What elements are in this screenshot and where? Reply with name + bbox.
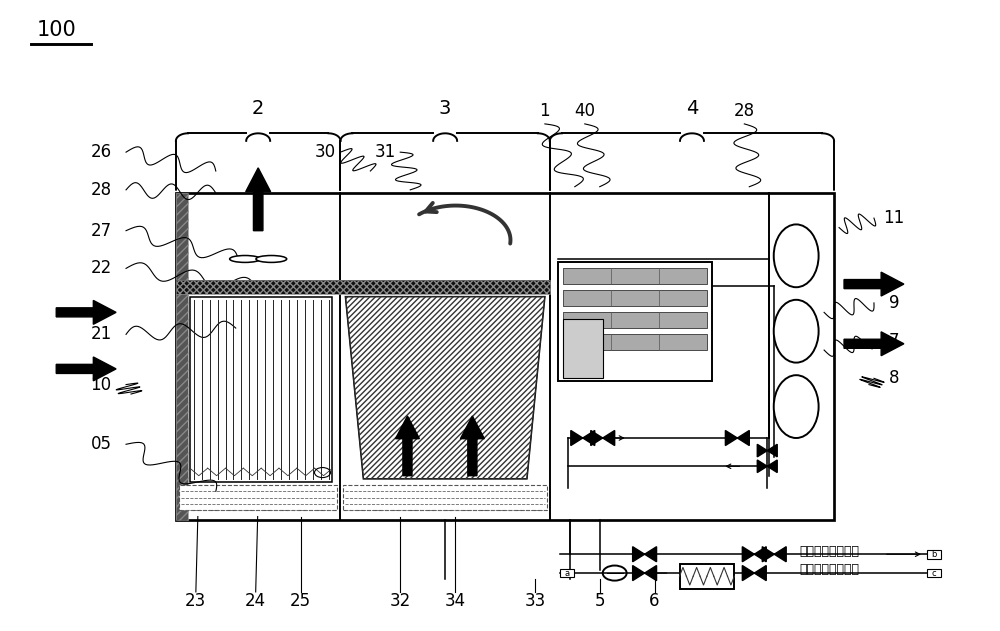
- Bar: [176, 280, 550, 293]
- Text: 40: 40: [574, 102, 595, 121]
- Polygon shape: [56, 300, 116, 324]
- Polygon shape: [345, 297, 545, 479]
- Text: 9: 9: [889, 294, 899, 312]
- Text: 100: 100: [36, 20, 76, 40]
- Polygon shape: [844, 332, 904, 356]
- Polygon shape: [774, 546, 786, 562]
- Polygon shape: [633, 565, 645, 581]
- Text: 8: 8: [889, 369, 899, 387]
- Polygon shape: [583, 430, 595, 445]
- Polygon shape: [395, 416, 419, 476]
- Bar: [563, 319, 603, 379]
- Bar: [176, 193, 834, 520]
- Bar: [680, 563, 734, 589]
- Ellipse shape: [774, 300, 819, 363]
- Ellipse shape: [774, 375, 819, 438]
- Polygon shape: [571, 430, 583, 445]
- Text: 27: 27: [91, 221, 112, 240]
- Text: 接通信机房回水口: 接通信机房回水口: [799, 563, 859, 577]
- Polygon shape: [742, 565, 754, 581]
- Text: 2: 2: [252, 98, 264, 117]
- Text: 6: 6: [649, 593, 660, 610]
- Text: 23: 23: [185, 593, 206, 610]
- Text: b: b: [931, 550, 936, 558]
- Text: 05: 05: [91, 435, 112, 453]
- Polygon shape: [767, 460, 777, 473]
- Bar: [563, 268, 707, 284]
- Text: 30: 30: [315, 143, 336, 161]
- Text: 接通信机房供水口: 接通信机房供水口: [799, 545, 859, 558]
- Text: 4: 4: [686, 98, 698, 117]
- Polygon shape: [460, 416, 484, 476]
- Polygon shape: [742, 546, 754, 562]
- Bar: [176, 193, 188, 520]
- Text: 28: 28: [734, 102, 755, 121]
- Text: 28: 28: [91, 181, 112, 199]
- Text: 22: 22: [90, 259, 112, 278]
- Polygon shape: [603, 430, 615, 445]
- Ellipse shape: [256, 256, 287, 262]
- Ellipse shape: [774, 225, 819, 287]
- Polygon shape: [645, 565, 657, 581]
- Bar: [563, 290, 707, 306]
- Bar: [179, 485, 337, 510]
- Text: 21: 21: [90, 326, 112, 343]
- Polygon shape: [645, 546, 657, 562]
- Text: 24: 24: [245, 593, 266, 610]
- Text: 11: 11: [883, 209, 905, 227]
- Polygon shape: [737, 430, 749, 445]
- Text: 5: 5: [594, 593, 605, 610]
- Polygon shape: [246, 168, 271, 231]
- Polygon shape: [762, 546, 774, 562]
- Bar: [343, 485, 547, 510]
- Text: 10: 10: [91, 375, 112, 394]
- Text: 34: 34: [445, 593, 466, 610]
- Text: c: c: [931, 569, 936, 577]
- Bar: [558, 262, 712, 382]
- Polygon shape: [633, 546, 645, 562]
- Text: 32: 32: [390, 593, 411, 610]
- Text: 33: 33: [524, 593, 546, 610]
- Bar: [563, 312, 707, 328]
- Bar: [927, 569, 941, 577]
- Text: 3: 3: [439, 98, 451, 117]
- Text: a: a: [564, 569, 569, 577]
- Polygon shape: [56, 357, 116, 381]
- Bar: [563, 334, 707, 350]
- Text: 7: 7: [889, 332, 899, 350]
- Bar: [927, 550, 941, 558]
- Text: 25: 25: [290, 593, 311, 610]
- Bar: [176, 280, 550, 293]
- Bar: [190, 297, 332, 482]
- Polygon shape: [757, 460, 767, 473]
- Polygon shape: [757, 444, 767, 457]
- Polygon shape: [591, 430, 603, 445]
- Polygon shape: [844, 272, 904, 296]
- Bar: [176, 193, 188, 520]
- Text: 26: 26: [91, 143, 112, 161]
- Polygon shape: [754, 565, 766, 581]
- Polygon shape: [754, 546, 766, 562]
- Bar: [560, 569, 574, 577]
- Ellipse shape: [230, 256, 260, 262]
- Polygon shape: [725, 430, 737, 445]
- Polygon shape: [767, 444, 777, 457]
- Text: 31: 31: [375, 143, 396, 161]
- Text: 1: 1: [540, 102, 550, 121]
